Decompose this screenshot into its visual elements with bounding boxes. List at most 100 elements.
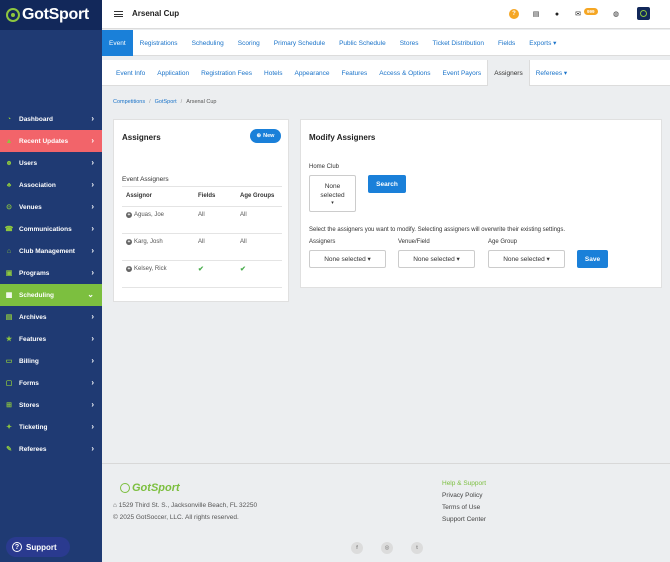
assignor-name[interactable]: Aguas, Joe <box>134 212 165 218</box>
footer-link-terms[interactable]: Terms of Use <box>442 504 481 511</box>
assignor-name[interactable]: Karg, Josh <box>134 239 163 245</box>
plus-circle-icon[interactable]: + <box>126 212 132 218</box>
tab-scoring[interactable]: Scoring <box>237 39 260 47</box>
venue-field-select[interactable]: None selected ▾ <box>398 250 475 268</box>
age-group-select[interactable]: None selected ▾ <box>488 250 565 268</box>
sidebar-item-ticketing[interactable]: ✦ Ticketing › <box>0 416 102 438</box>
tab-ticket-distribution[interactable]: Ticket Distribution <box>432 39 484 47</box>
sidebar-item-label: Ticketing <box>19 423 48 431</box>
sidebar-item-users[interactable]: ☻ Users › <box>0 152 102 174</box>
map-pin-icon: ⊙ <box>6 204 12 211</box>
fields-cell: All <box>194 206 236 234</box>
twitter-icon[interactable]: t <box>411 542 423 554</box>
breadcrumb-gotsport[interactable]: GotSport <box>154 99 177 105</box>
subtab-event-info[interactable]: Event Info <box>116 69 146 77</box>
assignor-name[interactable]: Kelsey, Rick <box>134 266 167 272</box>
new-assigner-button[interactable]: ⊕ New <box>250 129 281 143</box>
sidebar-item-communications[interactable]: ☎ Communications › <box>0 218 102 240</box>
column-header: Assignor <box>122 186 194 207</box>
chevron-right-icon: › <box>91 334 94 343</box>
chevron-right-icon: › <box>91 444 94 453</box>
mail-icon[interactable]: ✉ <box>575 11 581 18</box>
sidebar-nav: ◔ Dashboard › ▲ Recent Updates › ☻ Users › ♣ Assoc… <box>0 108 102 460</box>
tab-public-schedule[interactable]: Public Schedule <box>339 39 386 47</box>
assigners-select[interactable]: None selected ▾ <box>309 250 386 268</box>
sidebar-item-association[interactable]: ♣ Association › <box>0 174 102 196</box>
subtab-assigners[interactable]: Assigners <box>487 60 530 86</box>
assignor-cell: + Karg, Josh <box>122 233 194 261</box>
notification-badge: 999 <box>584 8 598 15</box>
tab-primary-schedule[interactable]: Primary Schedule <box>273 39 326 47</box>
sidebar-item-recent-updates[interactable]: ▲ Recent Updates › <box>0 130 102 152</box>
subtab-features[interactable]: Features <box>341 69 368 77</box>
chevron-right-icon: › <box>91 136 94 145</box>
chevron-right-icon: › <box>91 422 94 431</box>
sidebar-item-dashboard[interactable]: ◔ Dashboard › <box>0 108 102 130</box>
facebook-icon[interactable]: f <box>351 542 363 554</box>
sidebar-item-referees[interactable]: ✎ Referees › <box>0 438 102 460</box>
subtab-hotels[interactable]: Hotels <box>264 69 283 77</box>
tab-fields[interactable]: Fields <box>497 39 516 47</box>
age-groups-cell: All <box>236 206 282 234</box>
users-icon: ☻ <box>5 159 13 167</box>
sidebar: GotSport ◔ Dashboard › ▲ Recent Updates › ☻ Use… <box>0 0 102 562</box>
sidebar-item-venues[interactable]: ⊙ Venues › <box>0 196 102 218</box>
subtab-referees[interactable]: Referees ▾ <box>535 70 568 77</box>
breadcrumb-current: Arsenal Cup <box>186 99 217 105</box>
sidebar-item-label: Features <box>19 335 47 343</box>
tab-registrations[interactable]: Registrations <box>139 39 178 47</box>
hamburger-menu-icon[interactable] <box>114 11 123 17</box>
home-club-select[interactable]: None selected ▾ <box>309 175 356 212</box>
footer-link-privacy[interactable]: Privacy Policy <box>442 492 483 499</box>
sidebar-item-billing[interactable]: ▭ Billing › <box>0 350 102 372</box>
age-groups-cell: ✔ <box>236 260 282 288</box>
assigners-card: Assigners ⊕ New Event Assigners Assignor … <box>113 119 289 302</box>
help-icon[interactable]: ? <box>509 9 519 19</box>
whistle-icon: ✎ <box>6 446 12 453</box>
footer-logo[interactable]: GotSport <box>120 482 180 494</box>
sidebar-item-club-management[interactable]: ⌂ Club Management › <box>0 240 102 262</box>
column-header: Fields <box>194 186 236 207</box>
user-icon[interactable]: ● <box>554 10 560 18</box>
sidebar-item-scheduling[interactable]: ▦ Scheduling ⌄ <box>0 284 102 306</box>
sidebar-item-programs[interactable]: ▣ Programs › <box>0 262 102 284</box>
sidebar-item-forms[interactable]: ▢ Forms › <box>0 372 102 394</box>
brand-logo[interactable]: GotSport <box>0 0 102 30</box>
sidebar-item-stores[interactable]: ⊞ Stores › <box>0 394 102 416</box>
footer-link-support-center[interactable]: Support Center <box>442 516 487 523</box>
plus-circle-icon: ⊕ <box>256 133 262 139</box>
sidebar-item-label: Referees <box>19 445 47 453</box>
search-button[interactable]: Search <box>368 175 406 193</box>
footer-address: ⌂ 1529 Third St. S., Jacksonville Beach,… <box>113 502 258 509</box>
plus-circle-icon[interactable]: + <box>126 266 132 272</box>
footer-link-help[interactable]: Help & Support <box>442 480 487 487</box>
breadcrumb: Competitions / GotSport / Arsenal Cup <box>113 99 217 105</box>
plus-circle-icon[interactable]: + <box>126 239 132 245</box>
save-button[interactable]: Save <box>577 250 608 268</box>
support-button[interactable]: ? Support <box>6 537 70 557</box>
chat-icon[interactable]: ◍ <box>612 11 620 18</box>
subtab-appearance[interactable]: Appearance <box>294 69 330 77</box>
tab-event[interactable]: Event <box>102 30 133 56</box>
instruction-text: Select the assigners you want to modify.… <box>309 227 566 233</box>
clipboard-icon[interactable]: ▤ <box>532 11 540 18</box>
chevron-right-icon: › <box>91 400 94 409</box>
tab-exports[interactable]: Exports ▾ <box>529 40 557 47</box>
sidebar-item-label: Scheduling <box>19 291 55 299</box>
instagram-icon[interactable]: ◎ <box>381 542 393 554</box>
check-icon: ✔ <box>240 266 246 273</box>
tab-stores[interactable]: Stores <box>399 39 419 47</box>
question-icon: ? <box>12 542 22 552</box>
subtab-application[interactable]: Application <box>157 69 190 77</box>
sidebar-item-archives[interactable]: ▤ Archives › <box>0 306 102 328</box>
subtab-event-payors[interactable]: Event Payors <box>442 69 482 77</box>
tab-scheduling[interactable]: Scheduling <box>191 39 224 47</box>
subtab-registration-fees[interactable]: Registration Fees <box>201 69 253 77</box>
broadcast-icon: ☎ <box>4 226 14 233</box>
account-avatar[interactable] <box>637 7 650 20</box>
breadcrumb-competitions[interactable]: Competitions <box>113 99 146 105</box>
sidebar-item-features[interactable]: ★ Features › <box>0 328 102 350</box>
assigners-table: Assignor Fields Age Groups + Aguas, Joe Al… <box>122 186 282 288</box>
subtab-access-options[interactable]: Access & Options <box>379 69 431 77</box>
fields-value: All <box>198 212 205 218</box>
